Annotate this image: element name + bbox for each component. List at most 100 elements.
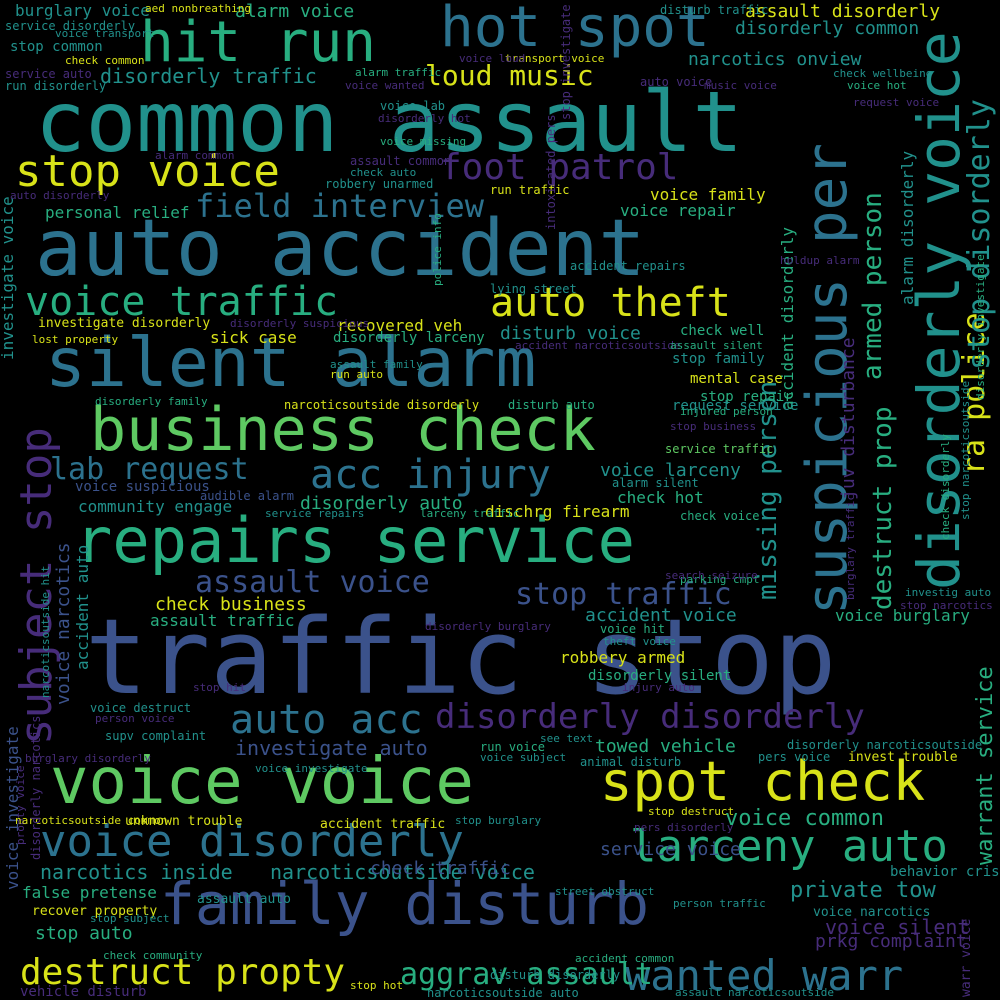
word-parking-cmpt: parking cmpt — [680, 573, 760, 586]
word-pers-disorderly: pers disorderly — [634, 821, 734, 834]
word-check-voice: check voice — [680, 509, 760, 523]
word-lab-request: lab request — [50, 452, 249, 487]
word-theft-voice: theft voice — [603, 635, 676, 648]
word-personal-relief: personal relief — [45, 203, 190, 222]
word-repairs-service: repairs service — [75, 504, 635, 577]
word-stop-narcoticsoutside: stop narcoticsoutside — [959, 380, 972, 520]
word-check-community: check community — [103, 949, 203, 962]
word-disorderly-investigate: disorderly investigate — [974, 254, 987, 400]
word-sick-case: sick case — [210, 328, 297, 347]
word-investigate-auto: investigate auto — [235, 736, 428, 760]
word-accident-common: accident common — [575, 952, 675, 965]
word-check-hot: check hot — [617, 488, 704, 507]
word-voice-suspicious: voice suspicious — [75, 479, 210, 495]
word-disorderly-common: disorderly common — [735, 18, 920, 39]
word-person-voice: person voice — [95, 712, 175, 725]
word-voice-larceny: voice larceny — [600, 460, 741, 481]
word-voice-hot: voice hot — [847, 79, 907, 92]
word-disorderly-traffic: disorderly traffic — [100, 64, 317, 88]
word-disturb-disorderly: disturb disorderly — [490, 968, 621, 982]
word-voice-narcotics: voice narcotics — [813, 905, 931, 920]
word-animal-disturb: animal disturb — [580, 755, 682, 769]
word-investigate-disorderly: investigate disorderly — [38, 316, 211, 331]
word-aed-nonbreathing: aed nonbreathing — [145, 2, 251, 15]
word-stop-traffic: stop traffic — [515, 577, 732, 612]
word-burglary-disorderly: burglary disorderly — [25, 752, 151, 765]
word-stop-burglary: stop burglary — [455, 814, 542, 827]
word-loud-music: loud music — [425, 59, 594, 92]
word-warrant-service: warrant service — [973, 666, 998, 865]
word-voice-missing: voice missing — [380, 135, 467, 148]
word-assault-auto: assault auto — [197, 892, 291, 907]
word-narcotics-inside: narcotics inside — [40, 860, 233, 884]
word-injured-person: injured person — [680, 405, 773, 418]
word-transport-voice: transport voice — [505, 52, 605, 65]
word-service-disorderly: service disorderly — [5, 19, 136, 33]
word-invest-trouble: invest trouble — [848, 750, 958, 765]
word-investig-auto: investig auto — [905, 586, 992, 599]
word-community-engage: community engage — [78, 497, 233, 516]
word-stop-subject: stop subject — [90, 912, 170, 925]
word-auto-theft: auto theft — [490, 280, 731, 326]
word-recovered-veh: recovered veh — [337, 316, 463, 335]
word-hit-run: hit run — [140, 10, 377, 75]
word-intoxicated-pers: intoxicated pers — [544, 114, 558, 230]
word-accident-traffic: accident traffic — [320, 817, 446, 832]
word-lying-street: lying street — [490, 282, 577, 296]
word-accident-narcoticsoutside: accident narcoticsoutside — [515, 339, 681, 352]
word-voice-lab: voice lab — [380, 99, 446, 113]
word-stop-voice: stop voice — [15, 146, 280, 197]
word-check-well: check well — [680, 323, 765, 339]
word-voice-traffic: voice traffic — [25, 279, 339, 325]
word-voice-hit: voice hit — [600, 622, 666, 636]
word-larceny-auto: larceny auto — [630, 821, 948, 872]
word-assault-traffic: assault traffic — [150, 611, 295, 630]
word-foot-patrol: foot patrol — [440, 147, 679, 188]
word-narcoticsoutside-disorderly: narcoticsoutside disorderly — [284, 398, 480, 412]
word-accident-repairs: accident repairs — [570, 259, 686, 273]
word-check-common: check common — [65, 54, 145, 67]
word-accident-auto: accident auto — [73, 544, 92, 670]
word-auto-acc: auto acc — [230, 697, 423, 743]
word-voice-wanted: voice wanted — [345, 79, 425, 92]
word-silent-alarm: silent alarm — [45, 324, 537, 403]
word-investigate-voice: investigate voice — [0, 196, 17, 360]
word-narcoticsoutside-voice: narcoticsoutside voice — [270, 860, 535, 884]
word-mental-case: mental case — [690, 371, 783, 387]
word-auto-accident: auto accident — [35, 204, 646, 294]
word-burglary-traffic: burglary traffic — [844, 494, 857, 600]
word-voice-loud: voice loud — [459, 52, 526, 65]
word-voice-common: voice common — [725, 806, 884, 831]
word-stop-business: stop business — [670, 420, 757, 433]
word-destruct-prop: destruct prop — [868, 406, 898, 611]
word-disorderly-burglary: disorderly burglary — [425, 620, 551, 633]
word-audible-alarm: audible alarm — [200, 489, 294, 503]
word-music-voice: music voice — [704, 79, 777, 92]
word-dischrg-firearm: dischrg firearm — [485, 502, 630, 521]
word-street-obstruct: street obstruct — [555, 885, 655, 898]
word-run-auto: run auto — [330, 368, 383, 381]
word-disturb-auto: disturb auto — [508, 398, 595, 412]
word-voice-family: voice family — [650, 185, 766, 204]
word-private-tow: private tow — [790, 878, 936, 903]
word-police-info: police info — [431, 213, 444, 286]
word-alarm-voice: alarm voice — [235, 1, 355, 22]
word-false-pretense: false pretense — [22, 883, 157, 902]
word-holdup-alarm: holdup alarm — [780, 254, 860, 267]
word-alarm-traffic: alarm traffic — [355, 66, 442, 79]
word-voice-voice: voice voice — [50, 745, 474, 819]
word-service-auto: service auto — [5, 67, 92, 81]
word-traffic-stop: traffic stop — [85, 596, 837, 718]
word-service-repairs: service repairs — [265, 507, 365, 520]
word-disorderly-narcoticsoutside: disorderly narcoticsoutside — [787, 738, 983, 752]
word-business-check: business check — [90, 395, 596, 465]
word-armed-person: armed person — [858, 192, 888, 380]
word-prkg-complaint: prkg complaint — [815, 931, 967, 952]
word-robbery-armed: robbery armed — [560, 648, 686, 667]
word-voice-narcotics: voice narcotics — [53, 542, 74, 705]
word-behavior-crisis: behavior crisis — [890, 864, 1000, 880]
word-supv-complaint: supv complaint — [105, 729, 207, 743]
word-disturb-voice: disturb voice — [500, 323, 641, 344]
word-request-service: request service — [672, 398, 799, 414]
word-stop-hit: stop hit — [193, 681, 246, 694]
